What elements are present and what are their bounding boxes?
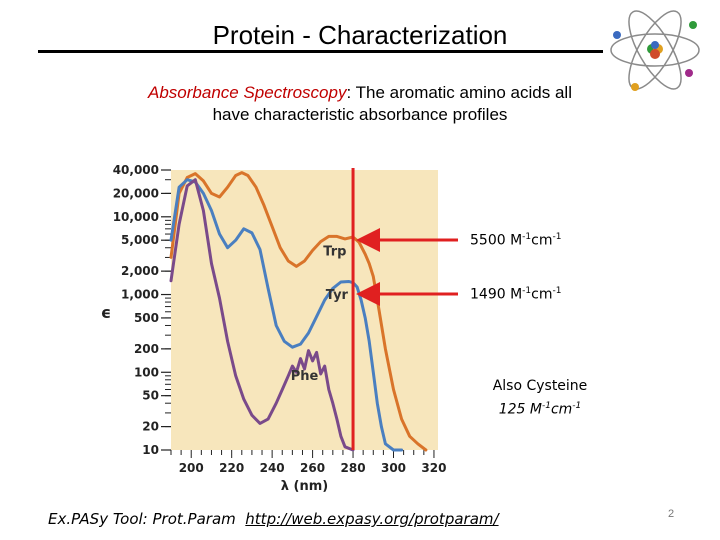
x-tick-label: 220 — [219, 461, 244, 475]
y-tick-label: 50 — [142, 389, 159, 403]
y-tick-label: 5,000 — [121, 233, 159, 247]
subtitle-line2: have characteristic absorbance profiles — [212, 105, 508, 124]
y-tick-label: 1,000 — [121, 288, 159, 302]
title-underline — [38, 50, 603, 53]
y-axis-label: ϵ — [101, 303, 111, 322]
x-axis-label: λ (nm) — [281, 479, 328, 493]
y-tick-label: 20,000 — [113, 186, 159, 200]
series-label-phe: Phe — [291, 369, 319, 384]
x-tick-label: 200 — [179, 461, 204, 475]
series-label-trp: Trp — [323, 244, 346, 259]
footer: Ex.PASy Tool: Prot.Param http://web.expa… — [48, 510, 499, 528]
y-tick-label: 10,000 — [113, 210, 159, 224]
tyr-cm: cm — [531, 286, 553, 303]
tyr-value: 1490 M — [470, 286, 523, 303]
plot-background — [171, 170, 438, 450]
cysteine-annotation: Also Cysteine 125 M-1cm-1 — [480, 376, 600, 420]
y-tick-label: 40,000 — [113, 163, 159, 177]
x-tick-label: 280 — [341, 461, 366, 475]
cys-cm: cm — [550, 401, 573, 418]
footer-tool-text: Ex.PASy Tool: Prot.Param — [48, 510, 236, 528]
x-tick-label: 320 — [421, 461, 446, 475]
trp-annotation: 5500 M-1cm-1 — [470, 232, 561, 249]
trp-exp-cm: -1 — [552, 232, 562, 242]
series-label-tyr: Tyr — [326, 288, 349, 303]
page-number: 2 — [668, 508, 675, 520]
cys-exp-m: -1 — [541, 401, 551, 411]
y-tick-label: 100 — [134, 365, 159, 379]
subtitle-emphasis: Absorbance Spectroscopy — [148, 83, 347, 102]
cysteine-label: Also Cysteine — [492, 378, 588, 394]
series-line-trp — [169, 171, 428, 452]
series-line-phe — [169, 178, 355, 452]
atom-icon — [610, 10, 700, 91]
trp-value: 5500 M — [470, 232, 523, 249]
trp-exp-m: -1 — [522, 232, 532, 242]
subtitle: Absorbance Spectroscopy: The aromatic am… — [110, 82, 610, 126]
subtitle-text: : The aromatic amino acids all — [346, 83, 572, 102]
x-tick-label: 300 — [381, 461, 406, 475]
cys-exp-cm: -1 — [572, 401, 582, 411]
protparam-link[interactable]: http://web.expasy.org/protparam/ — [245, 510, 499, 528]
tyr-exp-m: -1 — [522, 286, 532, 296]
cysteine-value: 125 M — [498, 401, 542, 418]
y-tick-label: 2,000 — [121, 264, 159, 278]
cysteine-value-line: 125 M-1cm-1 — [480, 396, 600, 420]
y-tick-label: 200 — [134, 342, 159, 356]
trp-cm: cm — [531, 232, 553, 249]
absorbance-chart: 40,000 20,000 10,000 5,000 2,000 1,000 500 200 1… — [101, 163, 447, 493]
tyr-annotation: 1490 M-1cm-1 — [470, 286, 561, 303]
y-tick-label: 500 — [134, 311, 159, 325]
series-line-tyr — [169, 178, 404, 452]
slide-title: Protein - Characterization — [212, 20, 508, 50]
tyr-exp-cm: -1 — [552, 286, 562, 296]
y-tick-label: 20 — [142, 420, 159, 434]
y-tick-label: 10 — [142, 443, 159, 457]
x-tick-label: 260 — [300, 461, 325, 475]
x-tick-label: 240 — [260, 461, 285, 475]
